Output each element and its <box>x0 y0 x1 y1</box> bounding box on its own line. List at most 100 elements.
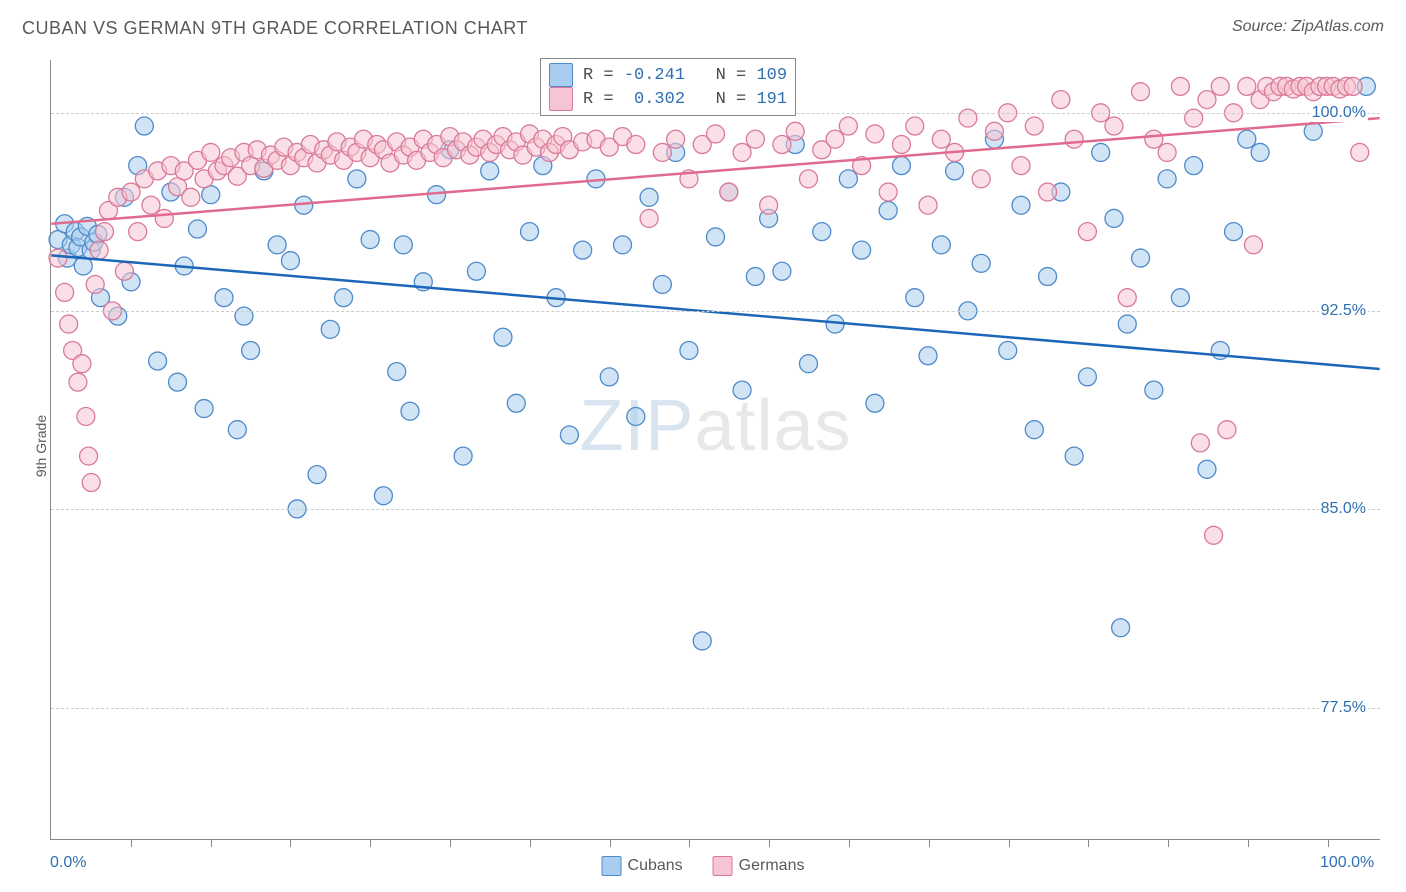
data-point <box>799 355 817 373</box>
data-point <box>826 130 844 148</box>
data-point <box>115 262 133 280</box>
data-point <box>1065 130 1083 148</box>
data-point <box>1092 143 1110 161</box>
data-point <box>69 373 87 391</box>
data-point <box>919 347 937 365</box>
data-point <box>640 188 658 206</box>
x-minor-tick <box>1168 839 1169 847</box>
data-point <box>627 408 645 426</box>
data-point <box>1225 223 1243 241</box>
data-point <box>308 466 326 484</box>
data-point <box>720 183 738 201</box>
x-minor-tick <box>849 839 850 847</box>
gridline-h <box>51 311 1380 312</box>
data-point <box>82 474 100 492</box>
data-point <box>195 400 213 418</box>
x-minor-tick <box>290 839 291 847</box>
data-point <box>73 355 91 373</box>
data-point <box>972 254 990 272</box>
data-point <box>746 268 764 286</box>
data-point <box>892 157 910 175</box>
data-point <box>182 188 200 206</box>
stats-swatch <box>549 87 573 111</box>
data-point <box>1238 77 1256 95</box>
data-point <box>202 143 220 161</box>
data-point <box>1244 236 1262 254</box>
legend-label: Germans <box>739 857 805 874</box>
data-point <box>90 241 108 259</box>
data-point <box>95 223 113 241</box>
legend-item: Cubans <box>602 856 683 876</box>
data-point <box>454 447 472 465</box>
data-point <box>1198 460 1216 478</box>
x-minor-tick <box>689 839 690 847</box>
data-point <box>866 394 884 412</box>
data-point <box>1205 526 1223 544</box>
data-point <box>80 447 98 465</box>
data-point <box>77 408 95 426</box>
data-point <box>879 183 897 201</box>
data-point <box>574 241 592 259</box>
data-point <box>786 122 804 140</box>
data-point <box>1078 223 1096 241</box>
data-point <box>1191 434 1209 452</box>
data-point <box>1218 421 1236 439</box>
data-point <box>1039 268 1057 286</box>
data-point <box>560 426 578 444</box>
data-point <box>1039 183 1057 201</box>
data-point <box>1238 130 1256 148</box>
data-point <box>1171 77 1189 95</box>
data-point <box>680 341 698 359</box>
data-point <box>693 632 711 650</box>
data-point <box>521 223 539 241</box>
x-minor-tick <box>610 839 611 847</box>
data-point <box>348 170 366 188</box>
data-point <box>1185 157 1203 175</box>
data-point <box>494 328 512 346</box>
y-axis-label: 9th Grade <box>33 415 49 477</box>
stats-row: R = 0.302 N = 191 <box>549 87 787 111</box>
x-minor-tick <box>1088 839 1089 847</box>
data-point <box>1065 447 1083 465</box>
data-point <box>1025 421 1043 439</box>
data-point <box>394 236 412 254</box>
data-point <box>135 117 153 135</box>
legend-label: Cubans <box>628 857 683 874</box>
x-minor-tick <box>370 839 371 847</box>
data-point <box>999 341 1017 359</box>
data-point <box>235 307 253 325</box>
legend-item: Germans <box>713 856 805 876</box>
data-point <box>653 275 671 293</box>
data-point <box>268 236 286 254</box>
data-point <box>1012 157 1030 175</box>
data-point <box>985 122 1003 140</box>
data-point <box>1344 77 1362 95</box>
data-point <box>1251 143 1269 161</box>
data-point <box>60 315 78 333</box>
data-point <box>242 341 260 359</box>
y-tick-label: 92.5% <box>1319 302 1368 320</box>
data-point <box>760 196 778 214</box>
data-point <box>972 170 990 188</box>
data-point <box>507 394 525 412</box>
gridline-h <box>51 509 1380 510</box>
data-point <box>707 125 725 143</box>
stats-swatch <box>549 63 573 87</box>
data-point <box>1105 209 1123 227</box>
data-point <box>1025 117 1043 135</box>
y-tick-label: 77.5% <box>1319 699 1368 717</box>
stats-text: R = 0.302 N = 191 <box>583 90 787 109</box>
data-point <box>49 249 67 267</box>
data-point <box>481 162 499 180</box>
stats-row: R = -0.241 N = 109 <box>549 63 787 87</box>
data-point <box>1198 91 1216 109</box>
data-point <box>388 363 406 381</box>
data-point <box>813 223 831 241</box>
legend-swatch <box>713 856 733 876</box>
x-minor-tick <box>1328 839 1329 847</box>
data-point <box>281 252 299 270</box>
plot-area: ZIPatlas 77.5%85.0%92.5%100.0% <box>50 60 1380 840</box>
data-point <box>773 262 791 280</box>
stats-text: R = -0.241 N = 109 <box>583 66 787 85</box>
data-point <box>799 170 817 188</box>
